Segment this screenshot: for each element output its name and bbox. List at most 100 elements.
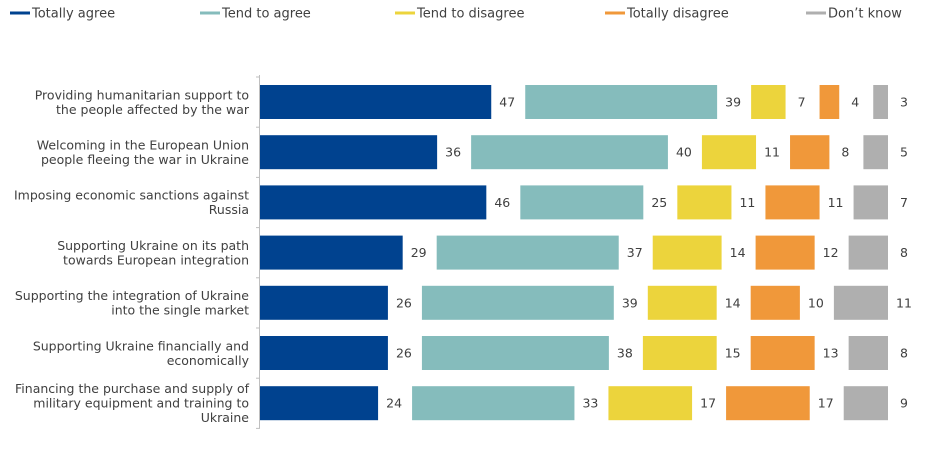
bar-totally-agree [260,386,379,421]
category-label: Supporting Ukraine on its path towards Eu… [57,238,249,268]
value-label-don-t-know: 3 [900,95,908,110]
bar-tend-to-disagree [642,336,717,370]
value-label-totally-disagree: 4 [851,95,859,110]
legend-label-tend-to-disagree: Tend to disagree [416,7,524,22]
bar-tend-to-agree [412,386,575,421]
category-label: Financing the purchase and supply of mili… [15,381,250,425]
category-label-line: Imposing economic sanctions against [14,188,249,203]
category-labels: Providing humanitarian support to the peo… [14,87,250,425]
bar-tend-to-agree [421,336,609,370]
category-label-line: Supporting Ukraine on its path [57,238,249,253]
value-label-totally-disagree: 10 [808,295,824,310]
value-label-totally-agree: 29 [411,245,427,260]
value-label-tend-to-agree: 39 [725,95,741,110]
bar-totally-disagree [750,336,815,370]
category-axis-ticks [256,76,260,429]
category-label-line: towards European integration [63,252,249,267]
category-label-line: Welcoming in the European Union [37,137,249,152]
value-label-tend-to-agree: 39 [622,295,638,310]
value-label-totally-agree: 47 [499,95,515,110]
category-label-line: people fleeing the war in Ukraine [41,152,249,167]
category-label-line: Providing humanitarian support to [35,87,249,102]
value-label-tend-to-agree: 40 [676,145,692,160]
bar-tend-to-disagree [652,235,722,270]
bar-totally-agree [260,135,438,170]
value-label-don-t-know: 9 [900,396,908,411]
value-label-totally-agree: 46 [494,195,510,210]
value-label-don-t-know: 8 [900,346,908,361]
value-label-totally-agree: 24 [386,396,402,411]
category-label: Imposing economic sanctions against Russi… [14,188,249,218]
legend-label-totally-agree: Totally agree [31,7,115,22]
category-label-line: military equipment and training to [33,396,249,411]
value-label-tend-to-agree: 33 [582,396,598,411]
bar-tend-to-agree [471,135,668,170]
category-label-line: Russia [209,202,249,217]
legend-label-don-t-know: Don’t know [828,7,902,22]
bar-totally-disagree [765,185,820,220]
value-label-tend-to-disagree: 11 [764,145,780,160]
bar-don-t-know [848,235,888,270]
legend-label-tend-to-agree: Tend to agree [221,7,311,22]
value-label-totally-disagree: 17 [818,396,834,411]
category-label-line: Financing the purchase and supply of [15,381,250,396]
bar-totally-disagree [726,386,810,421]
value-label-totally-agree: 26 [396,346,412,361]
value-label-totally-agree: 36 [445,145,461,160]
value-label-totally-disagree: 13 [823,346,839,361]
category-label-line: economically [167,353,250,368]
bar-tend-to-disagree [701,135,757,170]
bar-don-t-know [843,386,888,421]
value-label-totally-agree: 26 [396,295,412,310]
value-label-tend-to-disagree: 14 [730,245,746,260]
bar-tend-to-disagree [751,85,786,119]
bars [260,85,888,421]
value-label-tend-to-disagree: 11 [739,195,755,210]
bar-tend-to-agree [421,285,614,320]
category-label-line: Supporting the integration of Ukraine [15,288,249,303]
value-label-don-t-know: 7 [900,195,908,210]
category-label-line: into the single market [111,303,249,318]
category-label: Supporting Ukraine financially and econom… [33,338,250,368]
value-label-tend-to-agree: 38 [617,346,633,361]
bar-totally-disagree [819,85,840,119]
value-label-totally-disagree: 12 [823,245,839,260]
bar-totally-agree [260,235,403,270]
bar-tend-to-agree [520,185,644,220]
value-label-tend-to-disagree: 7 [798,95,806,110]
value-label-tend-to-disagree: 15 [725,346,741,361]
bar-totally-agree [260,285,388,320]
legend-label-totally-disagree: Totally disagree [626,7,729,22]
value-labels: 47 39 7 4 3 36 40 11 8 5 46 25 11 11 7 29 37 14 12 8 26 39 14 1… [386,95,912,411]
category-label-line: Ukraine [201,410,250,425]
value-label-tend-to-agree: 25 [651,195,667,210]
value-label-don-t-know: 5 [900,145,908,160]
bar-totally-disagree [790,135,830,170]
bar-don-t-know [863,135,888,170]
bar-don-t-know [873,85,888,119]
value-label-don-t-know: 11 [896,295,912,310]
bar-tend-to-disagree [677,185,732,220]
value-label-tend-to-agree: 37 [627,245,643,260]
bar-tend-to-agree [436,235,619,270]
category-label: Welcoming in the European Union people fl… [37,137,250,167]
value-label-totally-disagree: 8 [841,145,849,160]
bar-tend-to-disagree [647,285,717,320]
bar-don-t-know [848,336,888,370]
value-label-don-t-know: 8 [900,245,908,260]
bar-don-t-know [833,285,888,320]
category-label-line: the people affected by the war [56,102,250,117]
bar-totally-disagree [755,235,815,270]
bar-tend-to-agree [525,85,718,119]
value-label-tend-to-disagree: 17 [700,396,716,411]
value-label-tend-to-disagree: 14 [725,295,741,310]
category-label: Supporting the integration of Ukraine int… [15,288,249,318]
bar-totally-agree [260,336,388,370]
legend: Totally agree Tend to agree Tend to disagr… [10,7,902,22]
bar-tend-to-disagree [608,386,693,421]
bar-totally-agree [260,185,487,220]
bar-totally-disagree [750,285,800,320]
bar-totally-agree [260,85,492,119]
bar-don-t-know [853,185,888,220]
